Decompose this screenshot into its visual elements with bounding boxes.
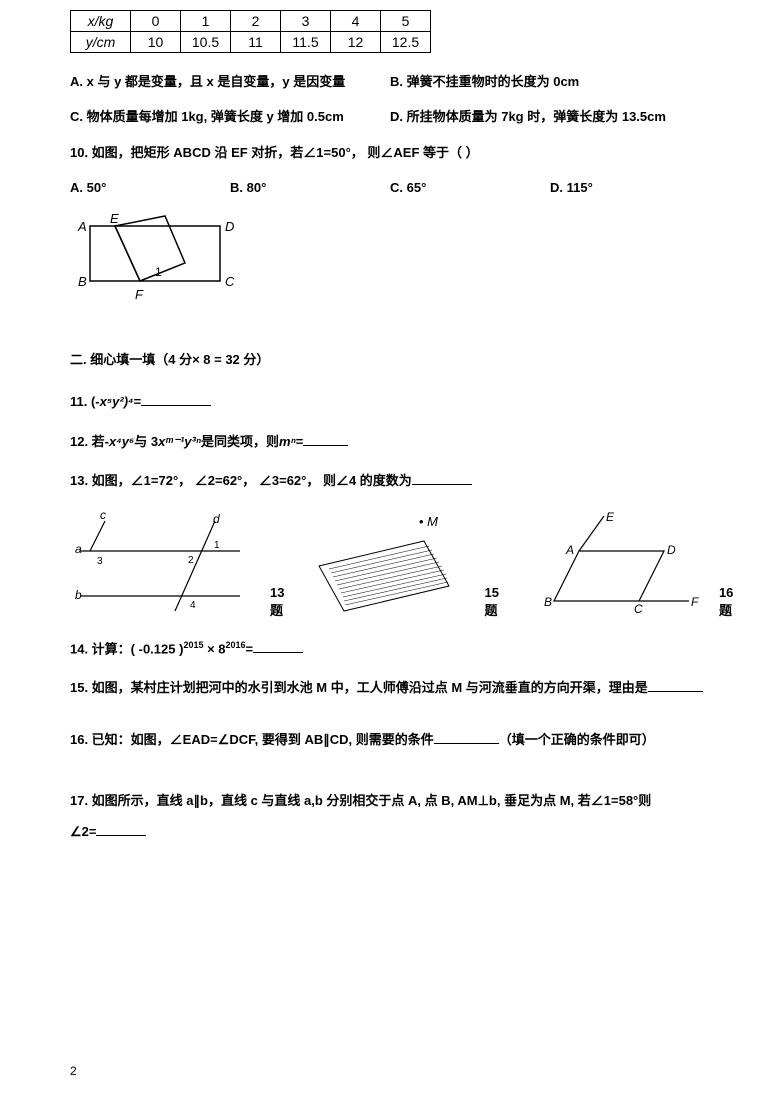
label-a: a — [75, 542, 82, 556]
q13: 13. 如图，∠1=72°， ∠2=62°， ∠3=62°， 则∠4 的度数为 — [70, 469, 710, 492]
blank — [303, 432, 348, 446]
label-m: • M — [419, 514, 438, 529]
label-f: F — [691, 595, 699, 609]
cell: 10 — [131, 32, 181, 53]
q15: 15. 如图，某村庄计划把河中的水引到水池 M 中，工人师傅沿过点 M 与河流垂… — [70, 676, 710, 699]
choice-d: D. 115° — [550, 180, 710, 195]
row2-header: y/cm — [71, 32, 131, 53]
fig13-label: 13 题 — [270, 585, 284, 619]
q14: 14. 计算：( -0.125 )2015 × 82016= — [70, 637, 710, 661]
option-a: A. x 与 y 都是变量，且 x 是自变量，y 是因变量 — [70, 71, 390, 90]
fig15: • M — [314, 511, 464, 619]
q12-m1: x⁴y⁶ — [109, 434, 134, 449]
data-table: x/kg 0 1 2 3 4 5 y/cm 10 10.5 11 11.5 12… — [70, 10, 431, 53]
cell: 12.5 — [381, 32, 431, 53]
choice-a: A. 50° — [70, 180, 230, 195]
cell: 12 — [331, 32, 381, 53]
q11: 11. (-x⁵y²)⁴= — [70, 390, 710, 413]
label-1: 1 — [155, 265, 162, 279]
q10-figure: A B C D E F 1 — [70, 211, 710, 309]
q12-eq: = — [296, 434, 304, 449]
label-c: c — [100, 511, 106, 522]
blank — [96, 822, 146, 836]
q16: 16. 已知：如图，∠EAD=∠DCF, 要得到 AB∥CD, 则需要的条件 （填… — [70, 728, 710, 751]
q15-text: 15. 如图，某村庄计划把河中的水引到水池 M 中，工人师傅沿过点 M 与河流垂… — [70, 680, 648, 695]
fig15-label: 15 题 — [484, 585, 498, 619]
figure-row: a b c d 1 2 3 4 13 题 • M 15 题 — [70, 511, 710, 619]
fig16: A B C D E F — [544, 511, 699, 619]
option-c: C. 物体质量每增加 1kg, 弹簧长度 y 增加 0.5cm — [70, 106, 390, 125]
label-b: b — [75, 588, 82, 602]
cell: 11 — [231, 32, 281, 53]
label-d: D — [667, 543, 676, 557]
q12-suffix: 是同类项，则 — [201, 434, 279, 449]
section-2-heading: 二. 细心填一填（4 分× 8 = 32 分） — [70, 349, 710, 368]
blank — [253, 639, 303, 653]
label-b: B — [78, 274, 87, 289]
label-e: E — [606, 511, 615, 524]
blank — [412, 471, 472, 485]
choice-c: C. 65° — [390, 180, 550, 195]
cell: 10.5 — [181, 32, 231, 53]
page-number: 2 — [70, 1064, 77, 1078]
label-3: 3 — [97, 556, 103, 567]
option-d: D. 所挂物体质量为 7kg 时，弹簧长度为 13.5cm — [390, 106, 710, 125]
q12-prefix: 12. 若- — [70, 434, 109, 449]
q12: 12. 若-x⁴y⁶与 3xᵐ⁻¹y³ⁿ是同类项，则mⁿ= — [70, 430, 710, 453]
q17-prefix: 17. 如图所示，直线 a∥b，直线 c 与直线 a,b 分别相交于点 A, 点… — [70, 793, 651, 808]
q11-prefix: 11. (- — [70, 394, 100, 409]
table-row: y/cm 10 10.5 11 11.5 12 12.5 — [71, 32, 431, 53]
q10-text: 10. 如图，把矩形 ABCD 沿 EF 对折，若∠1=50°， 则∠AEF 等… — [70, 141, 710, 164]
choice-b: B. 80° — [230, 180, 390, 195]
q13-text: 13. 如图，∠1=72°， ∠2=62°， ∠3=62°， 则∠4 的度数为 — [70, 473, 412, 488]
q12-m2: xᵐ⁻¹y³ⁿ — [158, 434, 201, 449]
fig13: a b c d 1 2 3 4 — [70, 511, 250, 619]
cell: 2 — [231, 11, 281, 32]
q14-sup2: 2016 — [226, 640, 246, 650]
cell: 4 — [331, 11, 381, 32]
cell: 0 — [131, 11, 181, 32]
cell: 11.5 — [281, 32, 331, 53]
option-b: B. 弹簧不挂重物时的长度为 0cm — [390, 71, 710, 90]
q11-math: x⁵y²)⁴ — [100, 394, 134, 409]
label-a: A — [77, 219, 87, 234]
q17-line2: ∠2= — [70, 824, 96, 839]
blank — [141, 392, 211, 406]
q11-suffix: = — [134, 394, 142, 409]
q9-options-row2: C. 物体质量每增加 1kg, 弹簧长度 y 增加 0.5cm D. 所挂物体质… — [70, 106, 710, 125]
q12-m3: mⁿ — [279, 434, 296, 449]
label-d: d — [213, 512, 220, 526]
row1-header: x/kg — [71, 11, 131, 32]
label-1: 1 — [214, 540, 220, 551]
label-4: 4 — [190, 600, 196, 611]
label-f: F — [135, 287, 144, 302]
cell: 3 — [281, 11, 331, 32]
cell: 1 — [181, 11, 231, 32]
q14-mid: × 8 — [203, 641, 225, 656]
fig16-label: 16 题 — [719, 585, 733, 619]
label-d: D — [225, 219, 234, 234]
q10-choices: A. 50° B. 80° C. 65° D. 115° — [70, 180, 710, 195]
label-c: C — [634, 602, 643, 616]
cell: 5 — [381, 11, 431, 32]
q9-options-row1: A. x 与 y 都是变量，且 x 是自变量，y 是因变量 B. 弹簧不挂重物时… — [70, 71, 710, 90]
q14-eq: = — [246, 641, 254, 656]
q14-prefix: 14. 计算：( -0.125 ) — [70, 641, 183, 656]
label-c: C — [225, 274, 235, 289]
label-e: E — [110, 211, 119, 226]
q14-sup: 2015 — [183, 640, 203, 650]
q16-suffix: （填一个正确的条件即可） — [499, 732, 655, 747]
q17: 17. 如图所示，直线 a∥b，直线 c 与直线 a,b 分别相交于点 A, 点… — [70, 785, 710, 847]
table-row: x/kg 0 1 2 3 4 5 — [71, 11, 431, 32]
q16-prefix: 16. 已知：如图，∠EAD=∠DCF, 要得到 AB∥CD, 则需要的条件 — [70, 732, 434, 747]
label-b: B — [544, 595, 552, 609]
label-2: 2 — [188, 555, 194, 566]
blank — [648, 678, 703, 692]
q12-mid: 与 3 — [134, 434, 158, 449]
blank — [434, 730, 499, 744]
label-a: A — [565, 543, 574, 557]
